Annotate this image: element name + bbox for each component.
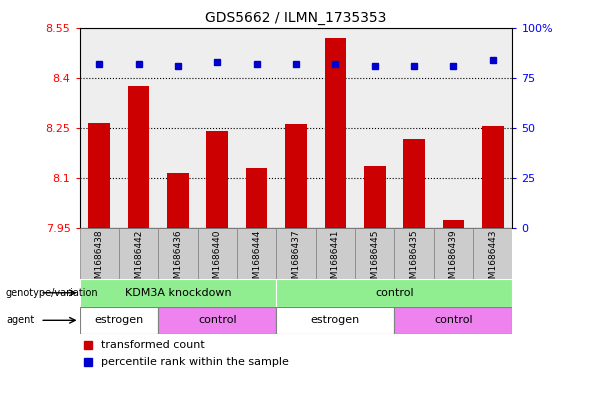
Bar <box>128 86 150 228</box>
Text: GSM1686439: GSM1686439 <box>449 230 458 290</box>
Text: transformed count: transformed count <box>101 340 205 350</box>
Bar <box>325 38 346 228</box>
Bar <box>80 228 119 279</box>
Text: GSM1686440: GSM1686440 <box>213 230 222 290</box>
Bar <box>434 228 473 279</box>
Text: GSM1686444: GSM1686444 <box>252 230 261 290</box>
Text: estrogen: estrogen <box>311 315 360 325</box>
Text: genotype/variation: genotype/variation <box>6 288 98 298</box>
Text: control: control <box>375 288 413 298</box>
Bar <box>364 166 386 228</box>
Bar <box>197 228 237 279</box>
Bar <box>482 126 504 228</box>
Bar <box>355 228 395 279</box>
Bar <box>276 279 512 307</box>
Bar <box>206 131 228 228</box>
Text: GSM1686438: GSM1686438 <box>95 230 104 290</box>
Text: agent: agent <box>6 315 34 325</box>
Bar <box>403 140 425 228</box>
Text: GSM1686435: GSM1686435 <box>409 230 419 290</box>
Bar <box>395 307 512 334</box>
Bar <box>442 220 464 228</box>
Text: KDM3A knockdown: KDM3A knockdown <box>125 288 231 298</box>
Bar <box>88 123 110 228</box>
Bar <box>395 228 434 279</box>
Title: GDS5662 / ILMN_1735353: GDS5662 / ILMN_1735353 <box>206 11 386 25</box>
Text: GSM1686443: GSM1686443 <box>488 230 497 290</box>
Bar <box>158 307 276 334</box>
Bar <box>246 168 267 228</box>
Bar <box>80 307 158 334</box>
Bar <box>276 307 395 334</box>
Text: percentile rank within the sample: percentile rank within the sample <box>101 357 289 367</box>
Text: control: control <box>198 315 237 325</box>
Bar <box>237 228 276 279</box>
Bar <box>80 279 276 307</box>
Text: GSM1686441: GSM1686441 <box>331 230 340 290</box>
Text: GSM1686442: GSM1686442 <box>134 230 143 290</box>
Bar <box>473 228 512 279</box>
Bar <box>158 228 197 279</box>
Text: control: control <box>434 315 473 325</box>
Text: GSM1686445: GSM1686445 <box>370 230 379 290</box>
Bar <box>276 228 316 279</box>
Bar <box>119 228 158 279</box>
Text: GSM1686436: GSM1686436 <box>173 230 183 290</box>
Bar <box>316 228 355 279</box>
Text: estrogen: estrogen <box>94 315 144 325</box>
Bar <box>285 125 307 228</box>
Bar <box>167 173 188 228</box>
Text: GSM1686437: GSM1686437 <box>292 230 300 290</box>
